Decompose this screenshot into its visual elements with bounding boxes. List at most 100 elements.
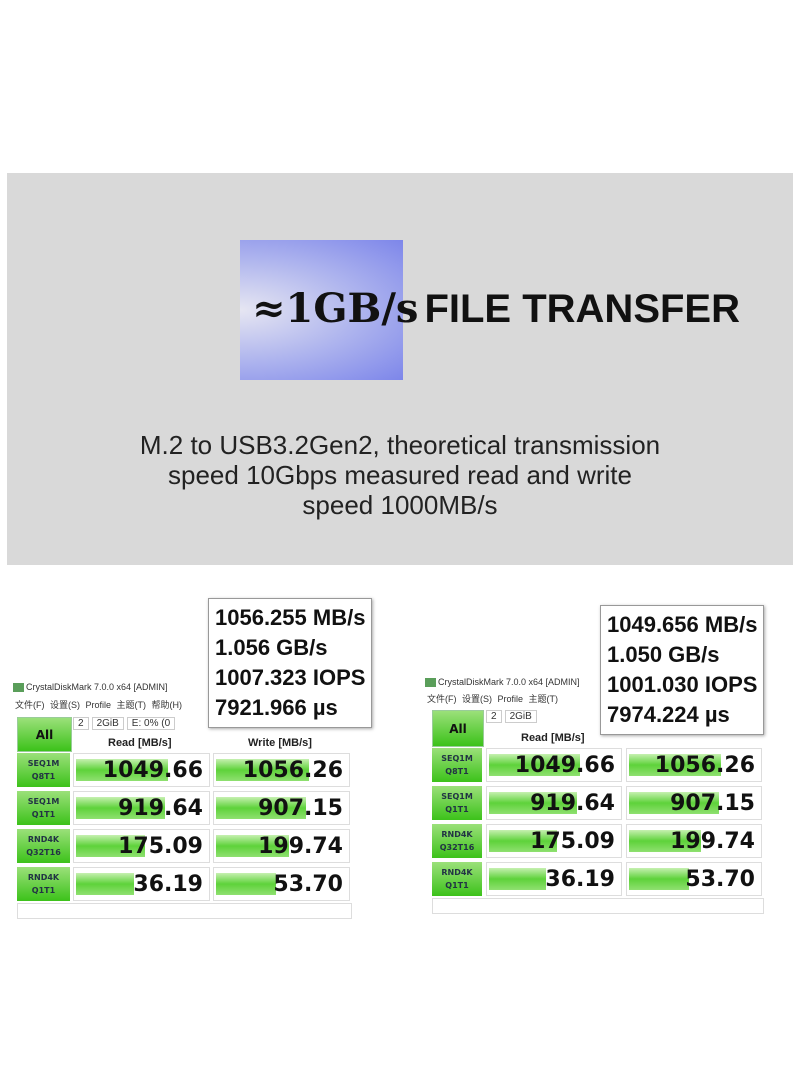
read-value: 1049.66 bbox=[102, 757, 203, 783]
write-value: 53.70 bbox=[685, 866, 755, 892]
test-params: Q8T1 bbox=[31, 772, 56, 781]
window-title: CrystalDiskMark 7.0.0 x64 [ADMIN] bbox=[425, 677, 580, 688]
write-value: 1056.26 bbox=[654, 752, 755, 778]
app-icon bbox=[425, 678, 436, 688]
test-name: RND4K bbox=[441, 868, 473, 877]
read-value: 36.19 bbox=[545, 866, 615, 892]
window-title: CrystalDiskMark 7.0.0 x64 [ADMIN] bbox=[13, 682, 168, 693]
test-name: SEQ1M bbox=[27, 797, 60, 806]
read-result-cell: 36.19 bbox=[73, 867, 210, 901]
write-bar-fill bbox=[629, 868, 689, 890]
comment-field[interactable] bbox=[432, 898, 764, 914]
write-bar-fill bbox=[216, 797, 307, 819]
write-result-cell: 1056.26 bbox=[213, 753, 350, 787]
test-name: SEQ1M bbox=[27, 759, 60, 768]
read-bar-fill bbox=[76, 873, 134, 895]
write-value: 907.15 bbox=[258, 795, 343, 821]
read-bar-fill bbox=[489, 830, 557, 852]
read-bar-fill bbox=[76, 797, 166, 819]
write-header: Write [MB/s] bbox=[248, 737, 312, 749]
menu-bar[interactable]: 文件(F) 设置(S) Profile 主题(T) 帮助(H) bbox=[15, 700, 182, 710]
title-approx: ≈1GB/s bbox=[252, 285, 419, 332]
write-value: 199.74 bbox=[258, 833, 343, 859]
test-name: RND4K bbox=[441, 830, 473, 839]
read-bar-fill bbox=[489, 754, 581, 776]
banner-subtitle: M.2 to USB3.2Gen2, theoretical transmiss… bbox=[0, 430, 800, 520]
read-value: 175.09 bbox=[530, 828, 615, 854]
read-value: 175.09 bbox=[118, 833, 203, 859]
test-params: Q8T1 bbox=[445, 767, 469, 776]
write-result-cell: 907.15 bbox=[213, 791, 350, 825]
count-select[interactable]: 2 bbox=[486, 710, 502, 723]
menu-bar[interactable]: 文件(F) 设置(S) Profile 主题(T) bbox=[427, 694, 558, 704]
test-controls: 2 2GiB E: 0% (0 bbox=[73, 717, 178, 730]
tooltip-line: 1.056 GB/s bbox=[215, 635, 328, 660]
read-result-cell: 36.19 bbox=[486, 862, 622, 896]
tooltip-line: 7974.224 µs bbox=[607, 702, 730, 727]
test-button[interactable]: SEQ1M Q8T1 bbox=[17, 753, 70, 787]
tooltip-line: 7921.966 µs bbox=[215, 695, 338, 720]
test-params: Q1T1 bbox=[31, 810, 56, 819]
test-button[interactable]: SEQ1M Q1T1 bbox=[17, 791, 70, 825]
write-bar-fill bbox=[629, 792, 719, 814]
read-result-cell: 1049.66 bbox=[486, 748, 622, 782]
read-result-cell: 175.09 bbox=[73, 829, 210, 863]
test-button[interactable]: RND4K Q32T16 bbox=[432, 824, 482, 858]
write-value: 1056.26 bbox=[242, 757, 343, 783]
subtitle-line: speed 10Gbps measured read and write bbox=[168, 460, 632, 490]
read-value: 36.19 bbox=[133, 871, 203, 897]
test-button[interactable]: SEQ1M Q8T1 bbox=[432, 748, 482, 782]
subtitle-line: speed 1000MB/s bbox=[302, 490, 498, 520]
read-result-cell: 1049.66 bbox=[73, 753, 210, 787]
read-header: Read [MB/s] bbox=[108, 737, 172, 749]
drive-select[interactable]: E: 0% (0 bbox=[126, 717, 176, 730]
write-result-cell: 199.74 bbox=[626, 824, 762, 858]
write-bar-fill bbox=[629, 754, 722, 776]
test-button[interactable]: RND4K Q1T1 bbox=[17, 867, 70, 901]
read-result-cell: 919.64 bbox=[486, 786, 622, 820]
write-result-cell: 199.74 bbox=[213, 829, 350, 863]
read-header: Read [MB/s] bbox=[521, 732, 585, 744]
window-title-text: CrystalDiskMark 7.0.0 x64 [ADMIN] bbox=[438, 677, 580, 687]
tooltip-line: 1001.030 IOPS bbox=[607, 672, 758, 697]
write-bar-fill bbox=[629, 830, 702, 852]
count-select[interactable]: 2 bbox=[73, 717, 89, 730]
size-select[interactable]: 2GiB bbox=[91, 717, 124, 730]
write-value: 53.70 bbox=[273, 871, 343, 897]
write-result-cell: 53.70 bbox=[213, 867, 350, 901]
write-value: 907.15 bbox=[670, 790, 755, 816]
test-name: SEQ1M bbox=[441, 754, 473, 763]
read-value: 919.64 bbox=[118, 795, 203, 821]
test-button[interactable]: SEQ1M Q1T1 bbox=[432, 786, 482, 820]
test-controls: 2 2GiB bbox=[486, 710, 540, 723]
read-bar-fill bbox=[76, 759, 168, 781]
all-button[interactable]: All bbox=[432, 710, 484, 747]
banner-title: ≈1GB/s FILE TRANSFER bbox=[252, 285, 740, 332]
test-params: Q32T16 bbox=[26, 848, 61, 857]
write-result-cell: 907.15 bbox=[626, 786, 762, 820]
read-bar-fill bbox=[76, 835, 145, 857]
write-bar-fill bbox=[216, 835, 289, 857]
tooltip-line: 1056.255 MB/s bbox=[215, 605, 366, 630]
test-params: Q1T1 bbox=[31, 886, 56, 895]
test-button[interactable]: RND4K Q32T16 bbox=[17, 829, 70, 863]
write-value: 199.74 bbox=[670, 828, 755, 854]
read-result-cell: 175.09 bbox=[486, 824, 622, 858]
read-bar-fill bbox=[489, 792, 578, 814]
tooltip-line: 1.050 GB/s bbox=[607, 642, 720, 667]
tooltip-line: 1049.656 MB/s bbox=[607, 612, 758, 637]
test-button[interactable]: RND4K Q1T1 bbox=[432, 862, 482, 896]
test-params: Q1T1 bbox=[445, 881, 469, 890]
comment-field[interactable] bbox=[17, 903, 352, 919]
size-select[interactable]: 2GiB bbox=[504, 710, 537, 723]
write-result-cell: 53.70 bbox=[626, 862, 762, 896]
app-icon bbox=[13, 683, 24, 693]
read-value: 1049.66 bbox=[514, 752, 615, 778]
all-button[interactable]: All bbox=[17, 717, 72, 752]
window-title-text: CrystalDiskMark 7.0.0 x64 [ADMIN] bbox=[26, 682, 168, 692]
tooltip-line: 1007.323 IOPS bbox=[215, 665, 366, 690]
write-bar-fill bbox=[216, 873, 277, 895]
write-result-cell: 1056.26 bbox=[626, 748, 762, 782]
test-name: RND4K bbox=[27, 873, 60, 882]
title-rest: FILE TRANSFER bbox=[424, 287, 740, 331]
